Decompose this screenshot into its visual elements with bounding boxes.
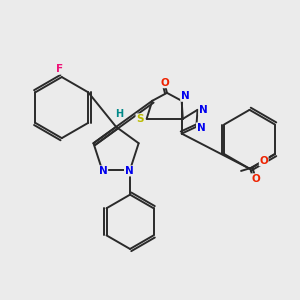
Text: N: N bbox=[99, 166, 108, 176]
Text: N: N bbox=[196, 123, 205, 133]
Text: O: O bbox=[160, 78, 169, 88]
Text: O: O bbox=[259, 156, 268, 166]
Text: N: N bbox=[199, 105, 208, 115]
Text: N: N bbox=[181, 91, 189, 101]
Text: F: F bbox=[56, 64, 63, 74]
Text: O: O bbox=[251, 174, 260, 184]
Text: N: N bbox=[124, 166, 133, 176]
Text: H: H bbox=[116, 109, 124, 119]
Text: S: S bbox=[136, 114, 144, 124]
